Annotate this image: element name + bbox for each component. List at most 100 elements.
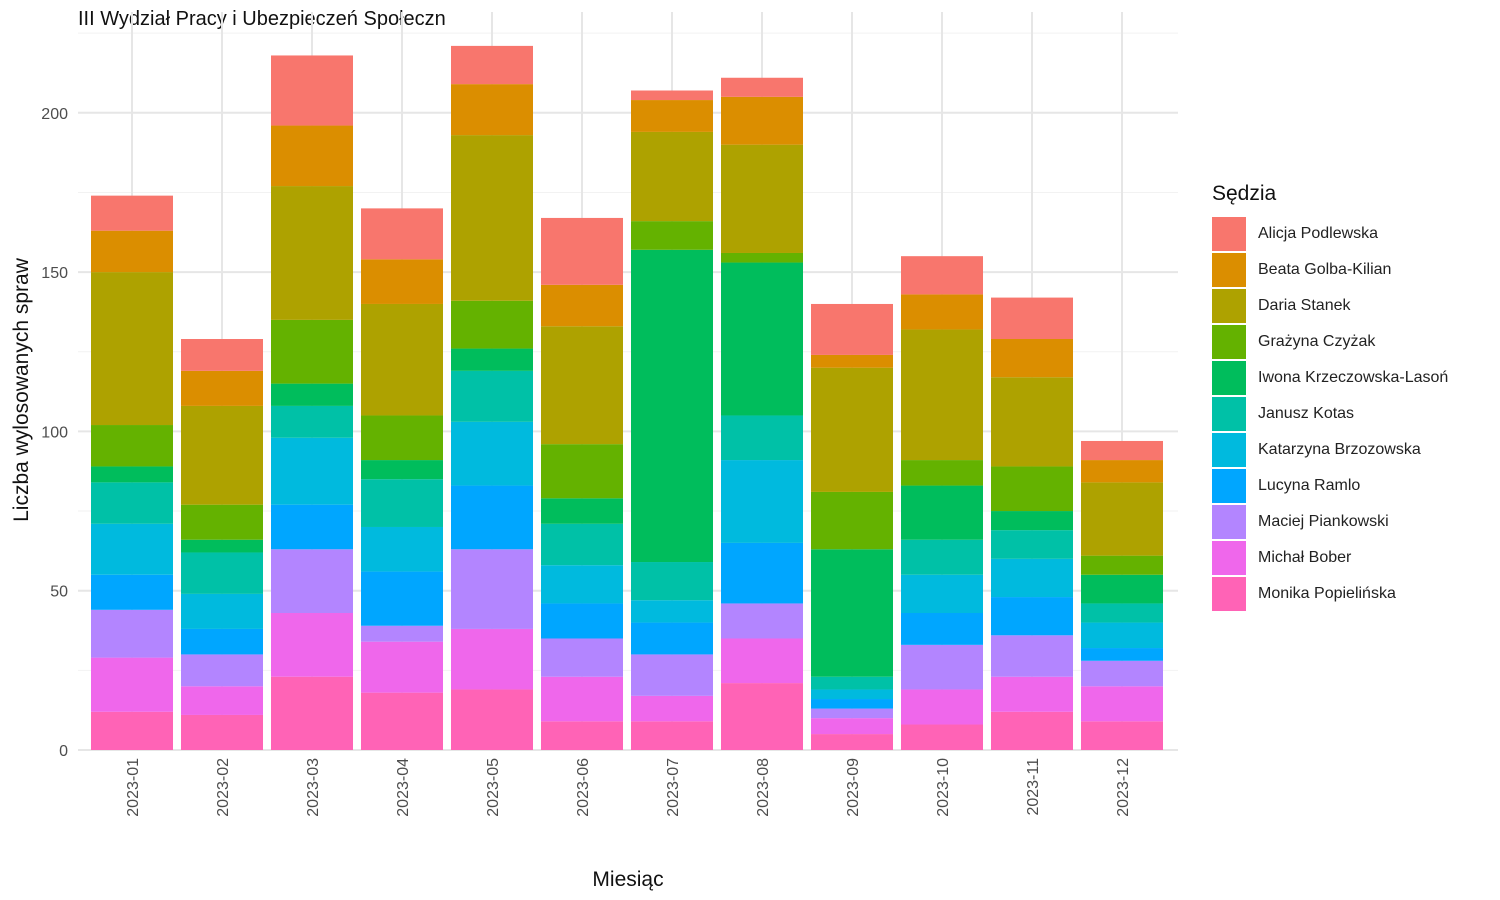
bar-segment	[1081, 460, 1163, 483]
bar-segment	[901, 613, 983, 645]
bar-segment	[721, 262, 803, 416]
legend-swatch	[1212, 469, 1246, 503]
bar-segment	[991, 339, 1073, 378]
legend-item: Michał Bober	[1212, 541, 1351, 575]
bar-segment	[541, 638, 623, 677]
bar-segment	[721, 144, 803, 253]
legend-swatch	[1212, 541, 1246, 575]
legend-label: Iwona Krzeczowska-Lasoń	[1258, 369, 1449, 386]
bar-segment	[721, 96, 803, 145]
bar-segment	[631, 100, 713, 132]
bar-segment	[181, 370, 263, 406]
bar-segment	[631, 131, 713, 222]
bar-segment	[1081, 555, 1163, 575]
bar-segment	[1081, 660, 1163, 687]
legend-swatch	[1212, 397, 1246, 431]
bar-segment	[991, 635, 1073, 677]
legend-item: Daria Stanek	[1212, 289, 1351, 323]
bar-segment	[451, 485, 533, 550]
bar-segment	[361, 415, 443, 461]
bar-segment	[1081, 603, 1163, 623]
bar-segment	[271, 186, 353, 320]
legend-label: Daria Stanek	[1258, 297, 1351, 314]
bar-segment	[541, 523, 623, 566]
bar-segment	[541, 217, 623, 285]
bar-segment	[271, 676, 353, 750]
x-axis-ticks: 2023-01 2023-02 2023-03 2023-04 2023-05 2023-…	[125, 758, 1132, 817]
bar-segment	[631, 90, 713, 101]
bar-segment	[361, 526, 443, 572]
bar-segment	[91, 195, 173, 231]
legend-label: Grażyna Czyżak	[1258, 333, 1376, 350]
bar-segment	[541, 326, 623, 445]
bar-segment	[451, 421, 533, 486]
legend-label: Katarzyna Brzozowska	[1258, 441, 1421, 458]
bar-segment	[91, 425, 173, 467]
bar-segment	[901, 689, 983, 725]
legend-item: Katarzyna Brzozowska	[1212, 433, 1421, 467]
bar-segment	[631, 654, 713, 696]
bar-segment	[631, 695, 713, 722]
bar-segment	[811, 491, 893, 550]
y-axis-ticks: 0 50 100 150 200	[41, 106, 68, 760]
bar-segment	[1081, 648, 1163, 661]
bar-segment	[271, 319, 353, 384]
bar-segment	[811, 708, 893, 719]
bar-segment	[631, 721, 713, 750]
bar-segment	[991, 711, 1073, 750]
bar-segment	[991, 297, 1073, 340]
bar-segment	[181, 539, 263, 553]
bar-segment	[901, 574, 983, 614]
x-tick-label: 2023-10	[935, 758, 952, 817]
bar-segment	[541, 444, 623, 499]
bar-segment	[721, 252, 803, 263]
legend-label: Beata Golba-Kilian	[1258, 261, 1392, 278]
x-tick-label: 2023-03	[305, 758, 322, 817]
x-tick-label: 2023-08	[755, 758, 772, 817]
y-tick-label: 150	[41, 265, 68, 282]
x-tick-label: 2023-02	[215, 758, 232, 817]
legend-swatch	[1212, 253, 1246, 287]
x-tick-label: 2023-06	[575, 758, 592, 817]
bar-segment	[271, 125, 353, 187]
bar-segment	[721, 415, 803, 461]
bar-segment	[451, 84, 533, 136]
bar-segment	[451, 689, 533, 750]
bar-segment	[91, 272, 173, 426]
bar-segment	[901, 724, 983, 750]
legend-item: Alicja Podlewska	[1212, 217, 1378, 251]
legend-label: Monika Popielińska	[1258, 585, 1396, 602]
bar-segment	[271, 55, 353, 126]
bar-segment	[91, 466, 173, 483]
y-axis-label: Liczba wylosowanych spraw	[10, 257, 33, 522]
bar-segment	[451, 370, 533, 422]
legend-item: Janusz Kotas	[1212, 397, 1354, 431]
bar-segment	[361, 625, 443, 642]
bar-segment	[541, 721, 623, 750]
bar-segment	[991, 676, 1073, 712]
chart-title: III Wydział Pracy i Ubezpieczeń Społeczn	[78, 8, 446, 30]
bar-segment	[721, 460, 803, 543]
bar-segment	[991, 530, 1073, 559]
y-tick-label: 50	[50, 584, 68, 601]
bar-segment	[631, 221, 713, 250]
bar-segment	[901, 329, 983, 461]
bar-segment	[181, 504, 263, 540]
x-tick-label: 2023-04	[395, 758, 412, 817]
bar-segment	[451, 549, 533, 629]
bar-segment	[91, 230, 173, 273]
bar-segment	[901, 485, 983, 540]
bar-segment	[811, 549, 893, 677]
bar-segment	[721, 542, 803, 604]
y-tick-label: 0	[59, 743, 68, 760]
bar-segment	[811, 699, 893, 709]
bar-segment	[451, 135, 533, 301]
bar-segment	[361, 479, 443, 527]
bar-segment	[991, 377, 1073, 467]
bar-segment	[91, 574, 173, 610]
legend-label: Alicja Podlewska	[1258, 225, 1379, 242]
bar-segment	[271, 437, 353, 505]
bar-segment	[721, 603, 803, 639]
bar-segment	[91, 609, 173, 658]
